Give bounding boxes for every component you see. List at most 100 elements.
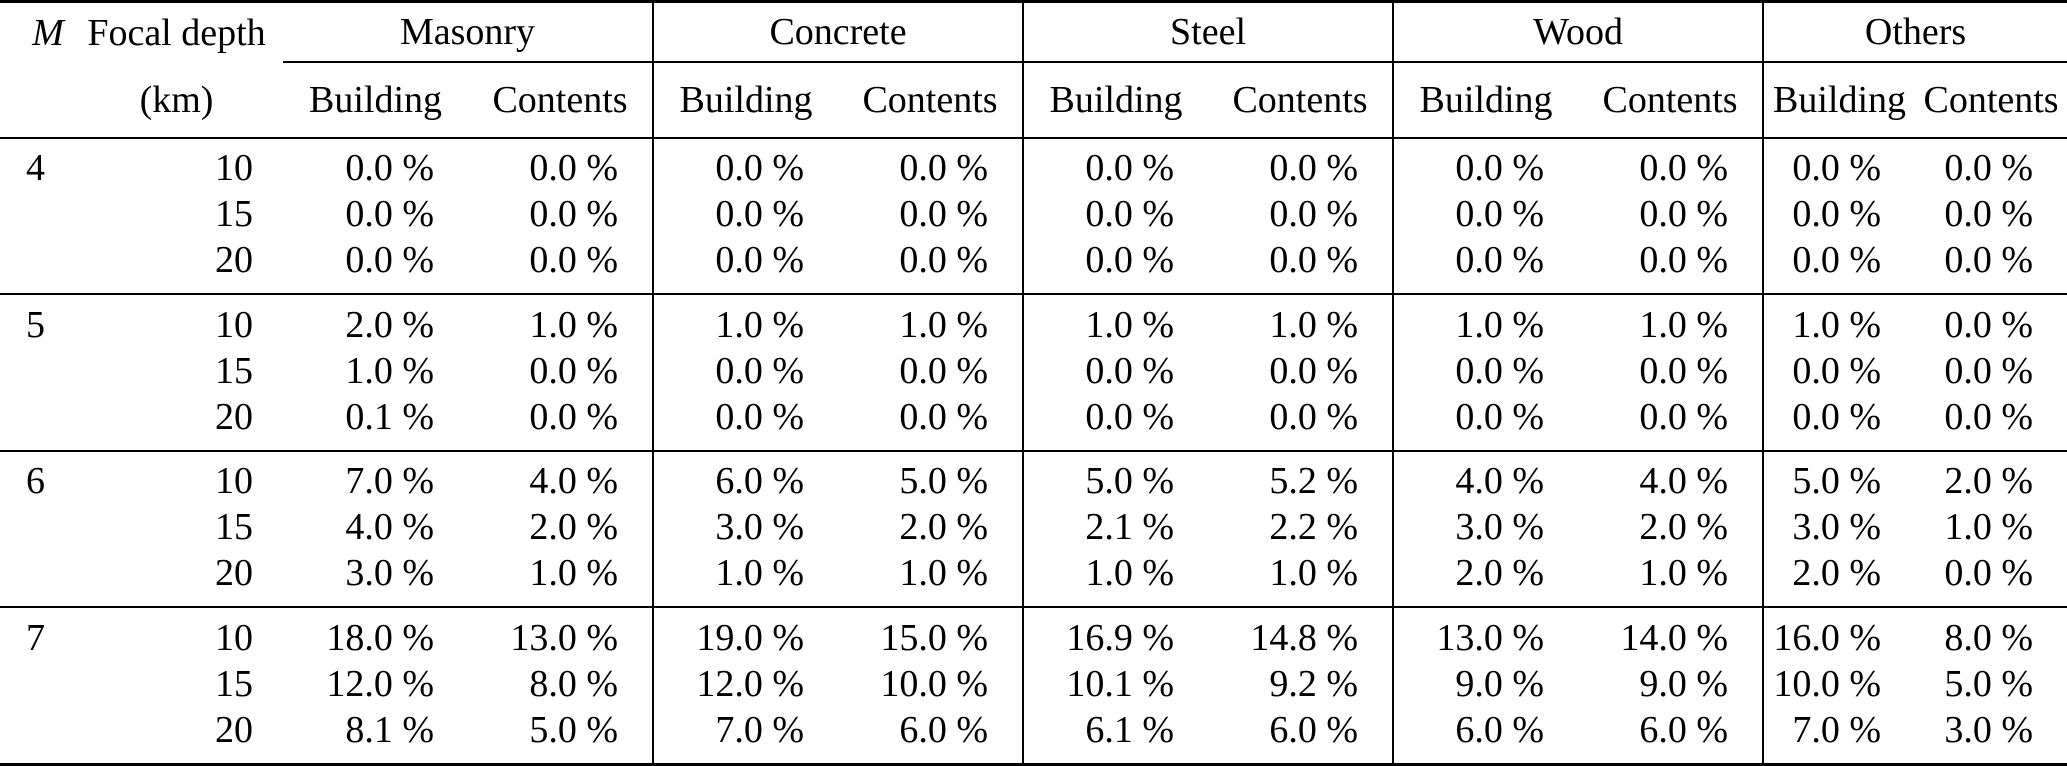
value-cell: 0.0 % [1944,303,2034,346]
focal-depth-cell: 20 [215,395,253,438]
value-cell: 0.0 % [468,393,655,451]
value-cell: 0.0 % [715,193,805,236]
magnitude-block-6: 6 10 7.0 % 4.0 % 6.0 % 5.0 % 5.0 % 5.2 % 4.0 % 4.… [0,450,2067,608]
focal-depth-cell: 10 [215,460,253,503]
value-cell: 8.1 % [345,708,434,751]
value-cell: 9.0 % [1578,660,1765,707]
value-cell: 5.0 % [468,706,655,765]
focal-depth-cell: 20 [215,239,253,282]
focal-depth-cell: 15 [215,662,253,705]
value-cell: 5.0 % [838,450,1025,505]
value-cell: 1.0 % [715,303,805,346]
value-cell: 0.0 % [1085,193,1175,236]
value-cell: 18.0 % [326,616,434,659]
focal-depth-cell: 15 [215,193,253,236]
value-cell: 3.0 % [715,506,805,549]
value-cell: 0.0 % [838,138,1025,192]
value-cell: 16.9 % [1066,616,1175,659]
value-cell: 0.0 % [1455,349,1545,392]
value-cell: 5.0 % [1085,460,1175,503]
magnitude-cell [0,707,70,765]
value-cell: 0.0 % [1208,393,1395,451]
group-header-row: M Focal depth Masonry Concrete Steel Woo… [0,1,2067,63]
magnitude-cell [0,191,70,237]
value-cell: 1.0 % [468,294,655,348]
value-cell: 6.0 % [1455,708,1545,751]
value-cell: 5.0 % [1944,662,2034,705]
value-cell: 0.0 % [345,147,434,190]
group-header-others: Others [1763,1,2067,63]
value-cell: 4.0 % [1455,460,1545,503]
value-cell: 3.0 % [345,552,434,595]
group-header-concrete: Concrete [653,1,1025,63]
magnitude-cell [0,550,70,607]
table-row: 5 10 2.0 % 1.0 % 1.0 % 1.0 % 1.0 % 1.0 % 1.0 % 1.… [0,294,2067,348]
value-cell: 1.0 % [1085,303,1175,346]
value-cell: 4.0 % [1578,450,1765,505]
value-cell: 0.0 % [345,193,434,236]
value-cell: 0.0 % [838,237,1025,295]
column-header-contents: Contents [838,62,1025,139]
value-cell: 13.0 % [1436,616,1545,659]
focal-depth-cell: 10 [215,147,253,190]
value-cell: 5.2 % [1208,450,1395,505]
value-cell: 6.1 % [1085,708,1175,751]
value-cell: 2.0 % [1578,504,1765,551]
value-cell: 9.2 % [1208,660,1395,707]
column-header-km-unit: (km) [70,62,283,139]
value-cell: 10.1 % [1066,662,1175,705]
column-header-contents: Contents [468,62,655,139]
value-cell: 0.0 % [1085,147,1175,190]
value-cell: 7.0 % [345,460,434,503]
value-cell: 0.0 % [345,239,434,282]
value-cell: 0.0 % [715,395,805,438]
magnitude-cell: 5 [26,303,45,346]
value-cell: 7.0 % [715,708,805,751]
value-cell: 5.0 % [1792,460,1882,503]
value-cell: 2.0 % [345,303,434,346]
value-cell: 1.0 % [1085,552,1175,595]
column-header-contents: Contents [1208,62,1395,139]
table-row: 15 0.0 % 0.0 % 0.0 % 0.0 % 0.0 % 0.0 % 0.0 % 0.0… [0,191,2067,238]
value-cell: 0.0 % [1208,237,1395,295]
value-cell: 6.0 % [1578,706,1765,765]
group-header-steel: Steel [1023,1,1395,63]
value-cell: 0.0 % [1455,147,1545,190]
value-cell: 0.0 % [1455,395,1545,438]
value-cell: 13.0 % [468,607,655,661]
value-cell: 4.0 % [468,450,655,505]
column-header-building: Building [1393,62,1579,139]
table-header: M Focal depth Masonry Concrete Steel Woo… [0,1,2067,139]
column-header-building: Building [1763,62,1916,139]
value-cell: 6.0 % [838,706,1025,765]
value-cell: 3.0 % [1455,506,1545,549]
sub-header-row: (km) Building Contents Building Contents… [0,62,2067,139]
value-cell: 3.0 % [1944,708,2034,751]
value-cell: 0.0 % [1944,395,2034,438]
table-row: 20 0.1 % 0.0 % 0.0 % 0.0 % 0.0 % 0.0 % 0.0 % 0.0… [0,393,2067,451]
value-cell: 2.1 % [1085,506,1175,549]
value-cell: 0.0 % [468,237,655,295]
value-cell: 0.0 % [1455,193,1545,236]
column-header-building: Building [1023,62,1209,139]
value-cell: 0.0 % [715,349,805,392]
value-cell: 0.0 % [1085,239,1175,282]
magnitude-block-7: 7 10 18.0 % 13.0 % 19.0 % 15.0 % 16.9 % 14.8 % 1… [0,607,2067,765]
value-cell: 3.0 % [1792,506,1882,549]
value-cell: 14.8 % [1208,607,1395,661]
group-header-wood: Wood [1393,1,1765,63]
value-cell: 0.0 % [1208,191,1395,238]
table-row: 20 0.0 % 0.0 % 0.0 % 0.0 % 0.0 % 0.0 % 0.0 % 0.0… [0,237,2067,295]
value-cell: 19.0 % [696,616,805,659]
value-cell: 1.0 % [1578,550,1765,608]
value-cell: 0.0 % [1455,239,1545,282]
value-cell: 15.0 % [838,607,1025,661]
value-cell: 0.0 % [838,191,1025,238]
value-cell: 0.0 % [838,393,1025,451]
focal-depth-cell: 10 [215,303,253,346]
value-cell: 0.0 % [1792,349,1882,392]
value-cell: 1.0 % [468,550,655,608]
value-cell: 2.0 % [1944,460,2034,503]
focal-depth-cell: 10 [215,616,253,659]
